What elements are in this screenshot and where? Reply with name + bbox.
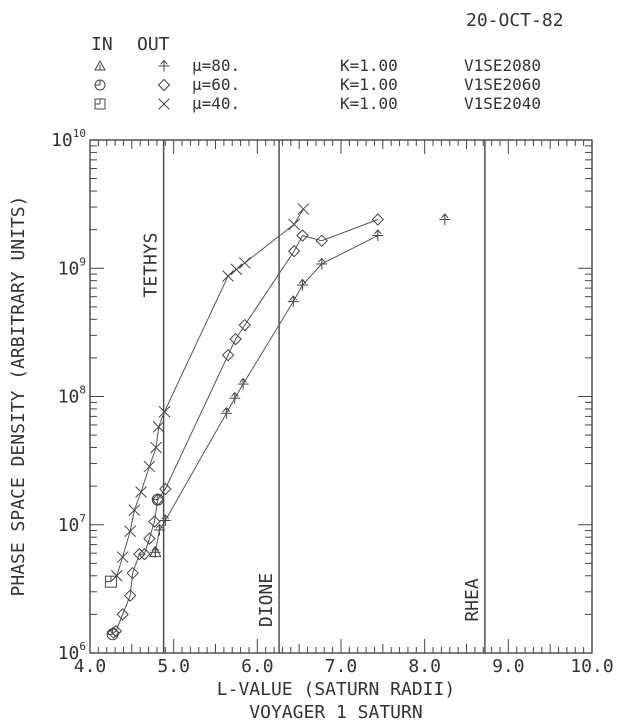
data-point-x xyxy=(288,218,301,231)
legend-mu: μ=40. xyxy=(192,94,240,113)
data-point-diamond xyxy=(296,229,309,242)
y-tick-base: 10 xyxy=(58,643,80,664)
data-point-diamond xyxy=(238,318,251,332)
y-tick-label: 108 xyxy=(58,384,86,408)
data-point-diamond xyxy=(221,348,235,362)
series-line-0 xyxy=(154,235,379,553)
data-point-diamond xyxy=(138,547,151,561)
data-point-arrow-plus xyxy=(237,377,249,390)
legend-header-in: IN xyxy=(91,34,113,55)
data-point-arrow-plus xyxy=(316,257,328,270)
legend-mu: μ=80. xyxy=(192,56,240,75)
x-tick-label: 5.0 xyxy=(157,656,190,677)
x-tick-label: 9.0 xyxy=(492,656,525,677)
legend-id: V1SE2080 xyxy=(464,56,541,75)
data-point-arrow-plus xyxy=(297,278,309,291)
series-line-2 xyxy=(113,219,378,634)
legend-in-square-bar-icon xyxy=(94,98,106,110)
plot-frame xyxy=(89,139,593,654)
data-point-arrow-plus xyxy=(153,523,165,536)
data-point-x xyxy=(116,551,129,563)
data-point-x xyxy=(238,257,251,269)
data-point-diamond xyxy=(148,515,161,528)
data-point-triangle xyxy=(148,545,162,558)
legend-id: V1SE2040 xyxy=(464,94,541,113)
data-point-x xyxy=(152,420,165,433)
x-tick-label: 6.0 xyxy=(241,656,274,677)
moon-label-tethys: TETHYS xyxy=(141,232,162,297)
x-tick-label: 8.0 xyxy=(408,656,441,677)
data-point-diamond xyxy=(229,332,242,346)
date-label: 20-OCT-82 xyxy=(466,10,564,31)
y-tick-label: 109 xyxy=(58,255,86,279)
legend-mu: μ=60. xyxy=(192,75,240,94)
y-tick-base: 10 xyxy=(51,130,73,151)
legend-out-arrow-plus-icon xyxy=(158,59,170,72)
y-tick-exponent: 6 xyxy=(79,640,86,653)
legend-in-triangle-icon xyxy=(94,59,106,71)
moon-label-rhea: RHEA xyxy=(462,578,483,622)
data-point-diamond xyxy=(159,482,172,496)
data-point-diamond xyxy=(133,547,146,561)
data-point-diamond xyxy=(371,213,385,226)
y-tick-base: 10 xyxy=(58,387,80,408)
data-point-diamond xyxy=(116,608,129,621)
x-tick-label: 4.0 xyxy=(74,656,107,677)
data-point-x xyxy=(143,460,156,473)
legend-k: K=1.00 xyxy=(340,94,398,113)
data-point-circle-bar xyxy=(151,493,164,506)
data-point-circle-bar xyxy=(106,628,119,641)
legend-k: K=1.00 xyxy=(340,56,398,75)
legend-out-diamond-icon xyxy=(157,78,171,92)
legend-in-circle-bar-icon xyxy=(94,79,106,91)
data-point-arrow-plus xyxy=(220,407,232,419)
data-point-x xyxy=(128,504,141,516)
y-tick-base: 10 xyxy=(58,258,80,279)
data-point-diamond xyxy=(123,589,137,602)
x-tick-label: 7.0 xyxy=(325,656,358,677)
moon-label-dione: DIONE xyxy=(256,573,277,627)
data-point-square-bar xyxy=(104,575,117,588)
x-tick-label: 10.0 xyxy=(570,656,613,677)
y-tick-label: 106 xyxy=(58,640,86,664)
legend-k: K=1.00 xyxy=(340,75,398,94)
data-point-x xyxy=(124,525,137,538)
data-point-arrow-plus xyxy=(159,514,171,526)
data-point-arrow-plus xyxy=(439,213,451,225)
y-tick-exponent: 10 xyxy=(73,127,86,140)
data-point-diamond xyxy=(143,532,156,545)
data-point-arrow-plus xyxy=(372,229,384,242)
data-point-arrow-plus xyxy=(287,295,299,308)
y-tick-label: 107 xyxy=(58,512,86,536)
data-point-diamond xyxy=(315,234,328,247)
data-point-diamond xyxy=(126,566,139,580)
data-point-diamond xyxy=(287,244,301,258)
y-tick-exponent: 9 xyxy=(79,255,86,268)
legend-header-out: OUT xyxy=(137,34,170,55)
legend-out-x-icon xyxy=(158,98,170,110)
data-point-x xyxy=(135,486,147,498)
data-point-x xyxy=(230,263,243,276)
data-point-x xyxy=(297,203,310,215)
data-point-x xyxy=(222,270,234,282)
y-tick-base: 10 xyxy=(58,515,80,536)
y-tick-exponent: 7 xyxy=(79,512,86,525)
y-tick-label: 1010 xyxy=(51,127,86,151)
x-axis-label: L-VALUE (SATURN RADII) xyxy=(217,679,455,700)
chart-title: VOYAGER 1 SATURN xyxy=(249,702,422,723)
y-axis-label: PHASE SPACE DENSITY (ARBITRARY UNITS) xyxy=(8,196,29,597)
data-point-arrow-plus xyxy=(229,391,241,404)
data-point-x xyxy=(158,405,171,418)
y-tick-exponent: 8 xyxy=(79,384,86,397)
legend-id: V1SE2060 xyxy=(464,75,541,94)
data-point-x xyxy=(150,441,162,454)
